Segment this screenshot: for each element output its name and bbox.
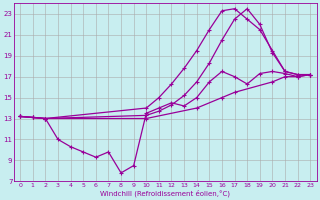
X-axis label: Windchill (Refroidissement éolien,°C): Windchill (Refroidissement éolien,°C) <box>100 189 230 197</box>
